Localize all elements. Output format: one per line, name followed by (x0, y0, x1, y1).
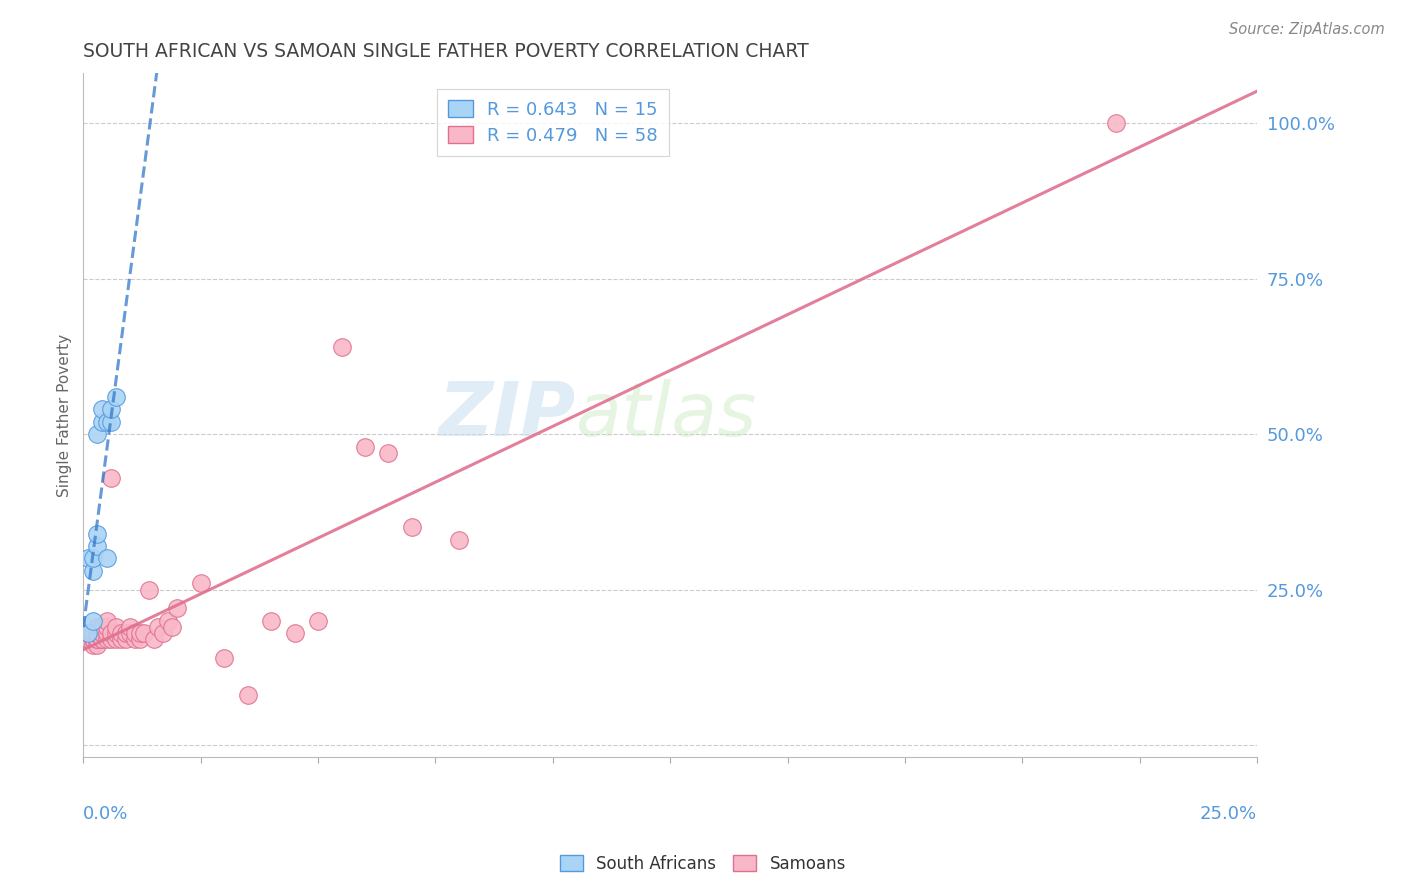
Point (1105, 116, 1128, 130)
Point (91, 626, 114, 640)
Point (77, 626, 100, 640)
Point (96, 551, 118, 566)
Point (105, 626, 128, 640)
Point (105, 620, 128, 634)
Point (96, 614, 118, 628)
Text: Source: ZipAtlas.com: Source: ZipAtlas.com (1229, 22, 1385, 37)
Point (100, 402, 122, 417)
Point (96, 620, 118, 634)
Point (162, 620, 184, 634)
Point (124, 632, 146, 647)
Point (86, 626, 108, 640)
Point (100, 632, 122, 647)
Point (114, 626, 136, 640)
Point (96, 632, 118, 647)
Text: atlas: atlas (576, 379, 758, 451)
Point (212, 651, 235, 665)
Point (86, 620, 108, 634)
Point (82, 639, 104, 653)
Point (124, 626, 146, 640)
Point (91, 402, 114, 417)
Point (236, 688, 259, 702)
Point (82, 626, 104, 640)
Point (156, 614, 179, 628)
Point (142, 632, 165, 647)
Point (86, 427, 108, 442)
Y-axis label: Single Father Poverty: Single Father Poverty (58, 334, 72, 497)
Point (100, 626, 122, 640)
Point (82, 632, 104, 647)
Point (354, 440, 377, 454)
Point (110, 626, 132, 640)
Point (284, 626, 307, 640)
Point (105, 390, 128, 404)
Point (377, 446, 399, 460)
Point (120, 626, 142, 640)
Text: 25.0%: 25.0% (1199, 805, 1257, 823)
Point (260, 614, 283, 628)
Point (77, 551, 100, 566)
Point (82, 564, 104, 578)
Point (86, 632, 108, 647)
Point (86, 632, 108, 647)
Point (77, 632, 100, 647)
Legend: South Africans, Samoans: South Africans, Samoans (553, 848, 853, 880)
Text: 0.0%: 0.0% (83, 805, 129, 823)
Point (82, 551, 104, 566)
Point (91, 620, 114, 634)
Point (134, 626, 156, 640)
Point (82, 632, 104, 647)
Text: SOUTH AFRICAN VS SAMOAN SINGLE FATHER POVERTY CORRELATION CHART: SOUTH AFRICAN VS SAMOAN SINGLE FATHER PO… (83, 42, 808, 61)
Point (110, 632, 132, 647)
Point (120, 620, 142, 634)
Point (96, 415, 118, 429)
Point (77, 632, 100, 647)
Point (91, 415, 114, 429)
Point (447, 533, 470, 547)
Point (77, 626, 100, 640)
Point (330, 340, 353, 354)
Text: ZIP: ZIP (439, 379, 576, 452)
Point (82, 614, 104, 628)
Point (91, 632, 114, 647)
Point (91, 632, 114, 647)
Point (82, 626, 104, 640)
Point (86, 626, 108, 640)
Point (138, 582, 160, 597)
Point (100, 470, 122, 484)
Point (86, 639, 108, 653)
Point (128, 632, 150, 647)
Legend: R = 0.643   N = 15, R = 0.479   N = 58: R = 0.643 N = 15, R = 0.479 N = 58 (437, 89, 669, 156)
Point (148, 620, 170, 634)
Point (307, 614, 329, 628)
Point (114, 632, 136, 647)
Point (166, 601, 188, 615)
Point (96, 626, 118, 640)
Point (190, 576, 212, 591)
Point (105, 632, 128, 647)
Point (86, 539, 108, 553)
Point (152, 626, 174, 640)
Point (401, 520, 423, 534)
Point (100, 415, 122, 429)
Point (86, 526, 108, 541)
Point (128, 626, 150, 640)
